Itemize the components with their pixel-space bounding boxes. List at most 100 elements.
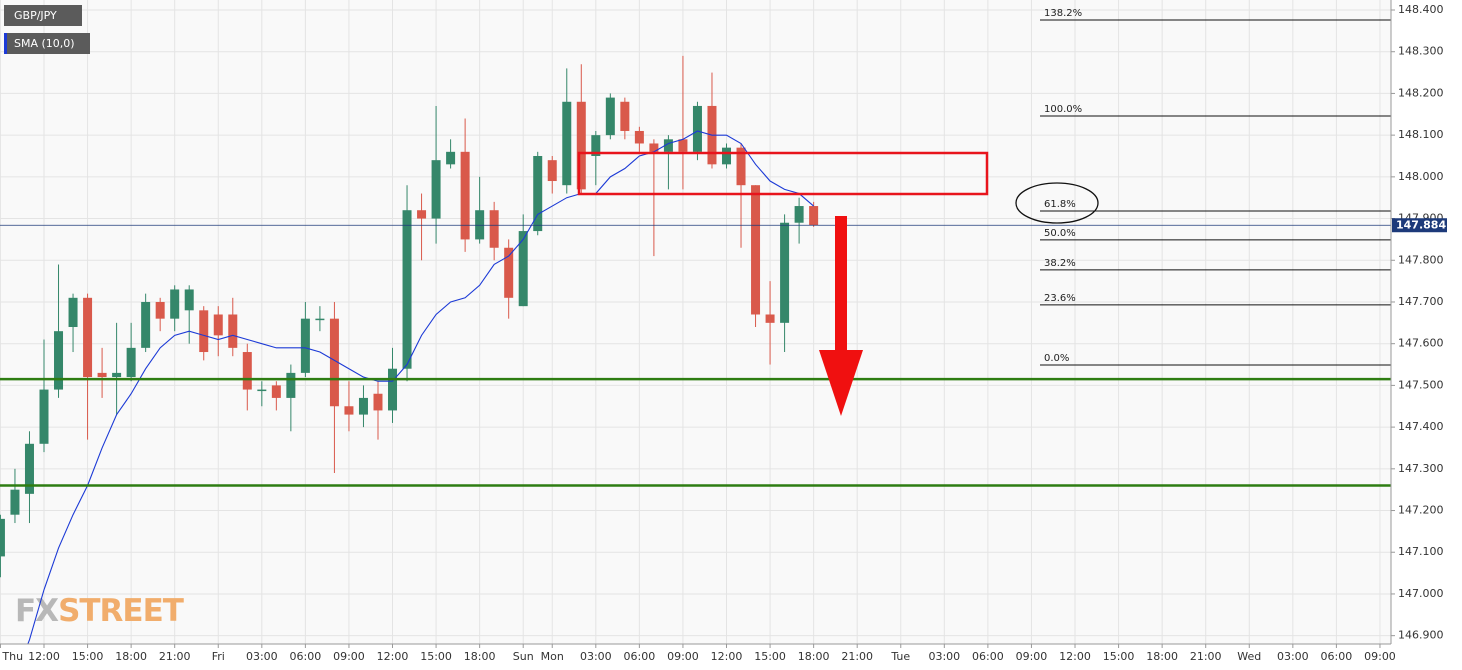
x-tick-label: 03:00 [928,650,960,663]
candle-body [300,318,310,373]
candle-body [504,247,514,298]
candle-body [199,310,209,353]
x-tick-label: 21:00 [841,650,873,663]
candle-body [68,297,78,328]
candle-body [794,206,804,223]
highlight-ellipse [1015,182,1099,224]
candle-body [213,314,223,336]
candle-body [489,210,499,248]
candle-body [518,231,528,307]
y-tick-label: 146.900 [1398,629,1444,642]
candle-body [10,489,20,515]
fib-label: 38.2% [1044,258,1076,269]
candle-body [475,210,485,240]
candle-body [547,160,557,182]
arrow-head [819,350,863,416]
candle-body [388,368,398,411]
candle-body [605,97,615,136]
axes: 148.400148.300148.200148.100148.000147.9… [0,3,1447,663]
fib-label: 61.8% [1044,199,1076,210]
fib-label: 0.0% [1044,353,1069,364]
x-tick-label: 15:00 [72,650,104,663]
candle-body [112,372,122,378]
candle-body [228,314,238,348]
candle-body [271,385,281,398]
candle-body [460,151,470,240]
candle-body [402,210,412,369]
x-tick-label: 03:00 [246,650,278,663]
x-tick-label: 15:00 [1103,650,1135,663]
watermark-street: STREET [58,593,184,629]
candle-body [751,185,761,315]
candle-body [809,206,819,226]
candle-body [417,210,427,219]
candle-body [663,139,673,152]
candle-body [242,352,252,390]
candle-body [344,406,354,415]
watermark: FXSTREET [15,593,184,629]
candle-body [533,155,543,232]
candle-body [170,289,180,319]
y-tick-label: 147.300 [1398,462,1444,475]
candle-body [576,101,586,190]
candle-body [358,397,368,415]
x-tick-label: 12:00 [1059,650,1091,663]
x-tick-label: Thu [1,650,23,663]
x-tick-label: 09:00 [333,650,365,663]
candle-body [257,389,267,392]
candle-body [155,301,165,319]
candle-body [591,135,601,156]
fib-label: 138.2% [1044,8,1082,19]
y-tick-label: 147.700 [1398,295,1444,308]
x-tick-label: 18:00 [464,650,496,663]
candle-body [765,314,775,323]
candle-body [634,130,644,144]
x-tick-label: 12:00 [28,650,60,663]
x-tick-label: 09:00 [1364,650,1396,663]
x-tick-label: 06:00 [290,650,322,663]
x-tick-label: Tue [890,650,910,663]
y-tick-label: 148.100 [1398,128,1444,141]
x-tick-label: 12:00 [377,650,409,663]
candle-body [97,372,107,378]
last-price-tag [1392,218,1447,233]
candle-body [286,372,296,398]
candle-body [184,289,194,311]
legend-swatch [4,33,7,54]
x-tick-label: 06:00 [624,650,656,663]
y-tick-label: 147.500 [1398,378,1444,391]
x-tick-label: 21:00 [1190,650,1222,663]
candle-body [678,139,688,152]
y-tick-label: 147.200 [1398,504,1444,517]
candle-body [24,443,34,494]
x-tick-label: 15:00 [420,650,452,663]
x-tick-label: Sun [513,650,534,663]
plot [0,55,1391,644]
y-tick-label: 147.800 [1398,253,1444,266]
fib-label: 100.0% [1044,104,1082,115]
candle-body [446,151,456,165]
x-tick-label: 03:00 [580,650,612,663]
x-tick-label: Mon [541,650,564,663]
fib-levels: 138.2% 100.0% 61.8% 50.0% 38.2% 23.6% 0.0% [1040,8,1391,366]
y-tick-label: 147.100 [1398,545,1444,558]
x-tick-label: 09:00 [1016,650,1048,663]
legend-box [4,33,90,54]
legend-label: SMA (10,0) [14,37,75,50]
last-price-label: 147.884 [1396,219,1446,232]
candle-body [126,347,136,378]
candle-body [141,301,151,348]
arrow-shaft [835,216,847,352]
grid [0,0,1391,644]
candle-body [0,518,5,557]
resistance-box [577,151,989,196]
x-tick-label: 18:00 [798,650,830,663]
y-tick-label: 147.000 [1398,587,1444,600]
candle-body [562,101,572,186]
x-tick-label: 06:00 [1321,650,1353,663]
candle-body [692,105,702,152]
y-tick-label: 148.000 [1398,170,1444,183]
y-tick-label: 148.200 [1398,86,1444,99]
x-tick-label: 03:00 [1277,650,1309,663]
